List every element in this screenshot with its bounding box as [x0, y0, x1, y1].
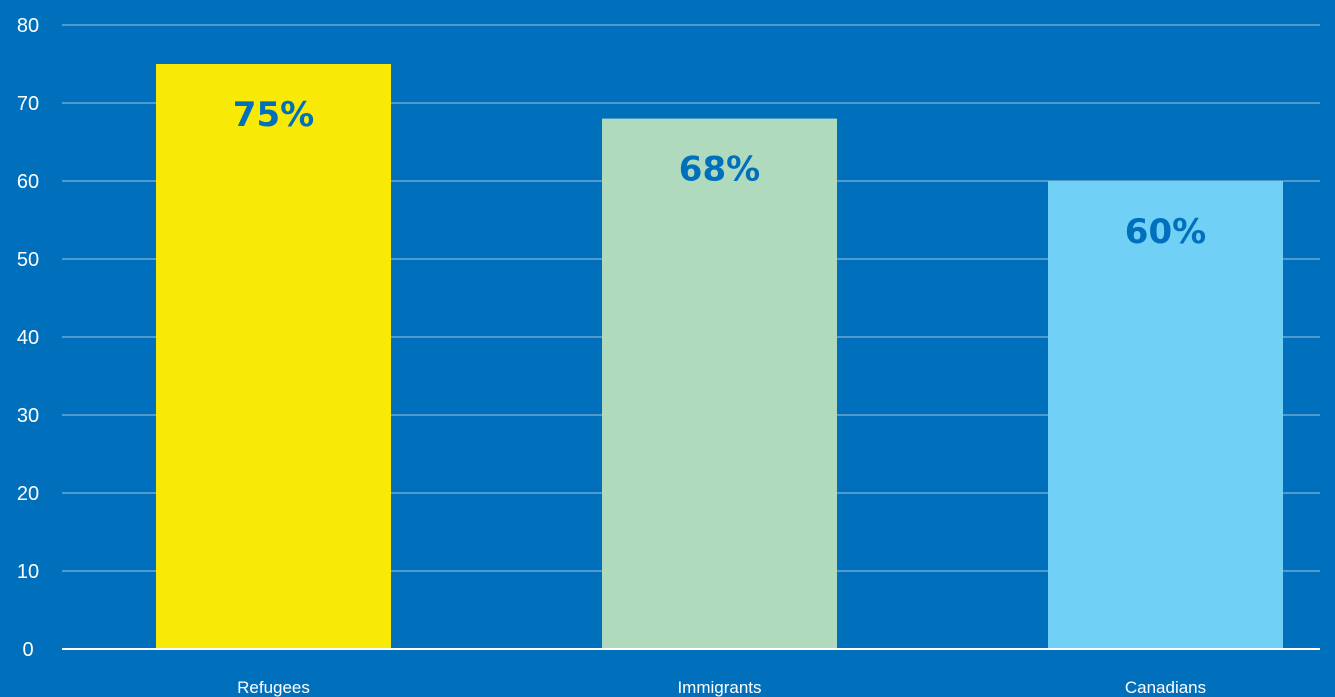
- y-tick-label: 40: [17, 327, 39, 349]
- y-tick-label: 80: [17, 15, 39, 37]
- y-tick-label: 70: [17, 93, 39, 115]
- data-label-immigrants: 68%: [679, 150, 760, 190]
- x-tick-label: Immigrants: [677, 678, 761, 697]
- x-tick-label: Refugees: [237, 678, 310, 697]
- data-label-refugees: 75%: [233, 95, 314, 135]
- y-tick-label: 20: [17, 483, 39, 505]
- bar-canadians: [1048, 181, 1283, 649]
- data-labels: 75% 68% 60%: [233, 95, 1206, 252]
- x-axis: Refugees Immigrants Canadians: [62, 648, 1320, 697]
- bar-refugees: [156, 64, 391, 649]
- y-tick-label: 60: [17, 171, 39, 193]
- x-tick-label: Canadians: [1125, 678, 1206, 697]
- bars: [156, 64, 1283, 650]
- y-tick-label: 0: [22, 639, 33, 661]
- data-label-canadians: 60%: [1125, 212, 1206, 252]
- y-tick-label: 30: [17, 405, 39, 427]
- y-tick-label: 10: [17, 561, 39, 583]
- bar-immigrants: [602, 118, 837, 650]
- y-tick-label: 50: [17, 249, 39, 271]
- y-axis: 0 10 20 30 40 50 60 70 80: [17, 15, 39, 661]
